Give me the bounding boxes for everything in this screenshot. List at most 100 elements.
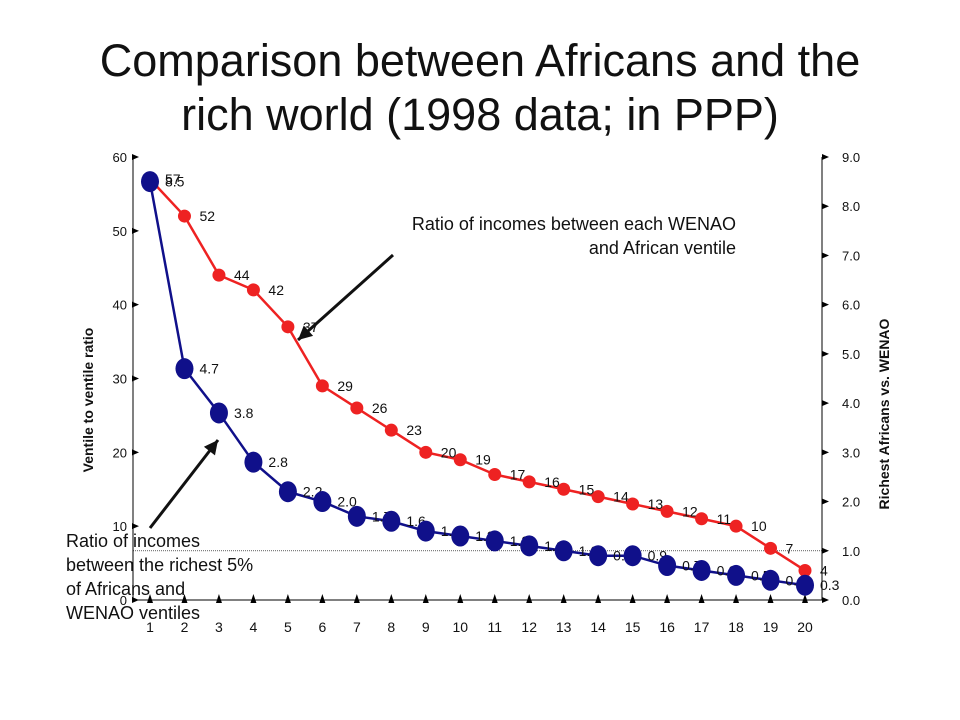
data-point [727,564,746,586]
y-right-tick-label: 0.0 [842,593,860,608]
data-point [315,379,329,393]
annotation-red-line-2: and African ventile [588,238,736,258]
y-right-tick-label: 8.0 [842,199,860,214]
x-tick-label: 5 [284,619,292,635]
data-point [451,525,470,547]
annotation-red: Ratio of incomes between each WENAO and … [300,212,736,260]
title-line-1: Comparison between Africans and the [99,35,861,86]
data-label: 19 [475,452,491,468]
data-point [761,569,780,591]
data-point [623,545,642,567]
y-right-tick-label: 1.0 [842,544,860,559]
y-axis-right-label: Richest Africans vs. WENAO [876,318,892,510]
data-point [660,504,674,518]
data-point [209,402,228,424]
x-tick-label: 11 [487,619,502,635]
data-point [626,497,640,511]
data-label: 52 [199,208,215,224]
annotation-blue-arrow [148,439,220,529]
annotation-blue-line-2: between the richest 5% [66,555,254,575]
x-tick-label: 13 [556,619,572,635]
x-tick-mark [560,594,567,603]
y-right-tick-mark [822,252,829,259]
x-tick-label: 7 [353,619,361,635]
annotation-red-arrow [296,253,395,342]
data-point [281,320,295,334]
y-left-tick-label: 50 [113,224,127,239]
data-point [764,541,778,555]
x-tick-label: 3 [215,619,223,635]
y-right-tick-mark [822,203,829,210]
annotation-blue: Ratio of incomes between the richest 5% … [66,529,326,625]
y-right-tick-mark [822,449,829,456]
data-point [485,530,504,552]
x-tick-label: 10 [452,619,468,635]
y-left-tick-mark [132,597,139,603]
x-tick-mark [698,594,705,603]
y-left-tick-label: 60 [113,150,127,165]
y-right-tick-label: 4.0 [842,396,860,411]
x-tick-label: 2 [181,619,189,635]
data-label: 4 [820,562,828,578]
data-label: 57 [165,171,181,187]
x-tick-mark [319,594,326,603]
title-line-2: rich world (1998 data; in PPP) [181,89,779,140]
x-tick-mark [250,594,257,603]
x-tick-mark [767,594,774,603]
y-left-tick-label: 40 [113,298,127,313]
x-tick-mark [388,594,395,603]
data-point [313,491,332,513]
x-tick-label: 19 [763,619,779,635]
x-tick-label: 6 [318,619,326,635]
x-tick-label: 12 [521,619,537,635]
annotation-red-line-1: Ratio of incomes between each WENAO [411,214,736,234]
data-label: 26 [372,400,388,416]
y-left-tick-label: 20 [113,445,127,460]
x-tick-mark [215,594,222,603]
data-point [278,481,297,503]
data-label: 10 [751,518,767,534]
x-tick-label: 4 [250,619,258,635]
x-tick-label: 14 [590,619,606,635]
x-tick-mark [733,594,740,603]
data-point [244,451,263,473]
data-point [453,453,467,467]
y-axis-left-label: Ventile to ventile ratio [80,327,96,473]
data-point [798,563,812,577]
data-label: 2.8 [268,454,288,470]
data-point [589,545,608,567]
y-right-tick-mark [822,498,829,505]
annotation-blue-arrow-head [203,440,218,456]
data-point [347,505,366,527]
y-left-tick-label: 0 [120,593,127,608]
data-label: 3.8 [234,405,254,421]
y-right-tick-mark [822,301,829,308]
y-right-tick-mark [822,154,829,160]
data-point [554,540,573,562]
data-label: 16 [544,474,560,490]
data-label: 23 [406,422,422,438]
x-tick-mark [147,594,153,603]
y-right-tick-mark [822,547,829,554]
data-point [382,510,401,532]
data-point [488,467,502,481]
x-tick-label: 18 [728,619,744,635]
y-right-tick-label: 3.0 [842,445,860,460]
data-label: 0.3 [820,577,840,593]
y-right-tick-mark [822,597,829,603]
chart-title: Comparison between Africans and the rich… [0,34,960,142]
y-left-tick-mark [132,375,139,382]
data-label: 42 [268,282,284,298]
x-tick-label: 20 [797,619,813,635]
axes-layer: 0 10 20 30 40 50 60 0.0 1.0 2.0 3.0 4.0 5.0 6.0 7.0 8.0… [113,150,861,635]
data-label: 12 [682,503,698,519]
data-label: 7 [786,540,794,556]
y-right-tick-label: 7.0 [842,248,860,263]
data-label: 4.7 [199,361,219,377]
y-left-tick-mark [132,449,139,456]
annotation-red-arrow-head [298,325,314,340]
data-label: 15 [579,481,595,497]
data-point [384,423,398,437]
data-point [350,401,364,415]
y-right-tick-label: 5.0 [842,347,860,362]
